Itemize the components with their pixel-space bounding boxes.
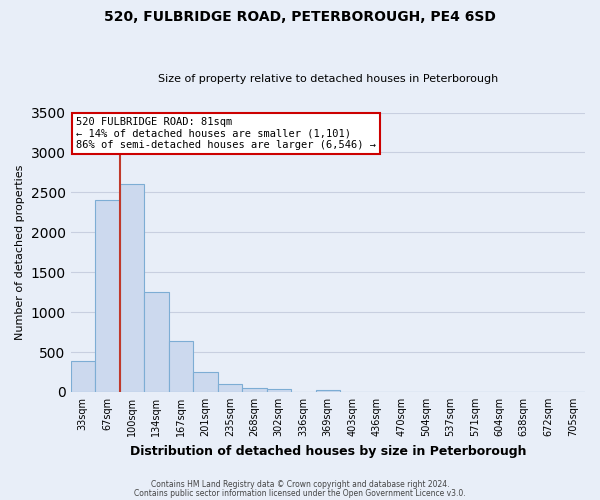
Bar (119, 184, 144, 392)
Text: 520 FULBRIDGE ROAD: 81sqm
← 14% of detached houses are smaller (1,101)
86% of se: 520 FULBRIDGE ROAD: 81sqm ← 14% of detac… (76, 116, 376, 150)
Bar (169, 341, 193, 392)
Text: Contains public sector information licensed under the Open Government Licence v3: Contains public sector information licen… (134, 488, 466, 498)
X-axis label: Distribution of detached houses by size in Peterborough: Distribution of detached houses by size … (130, 444, 526, 458)
Bar (218, 384, 242, 392)
Text: 520, FULBRIDGE ROAD, PETERBOROUGH, PE4 6SD: 520, FULBRIDGE ROAD, PETERBOROUGH, PE4 6… (104, 10, 496, 24)
Text: Contains HM Land Registry data © Crown copyright and database right 2024.: Contains HM Land Registry data © Crown c… (151, 480, 449, 489)
Bar (316, 390, 340, 392)
Bar (193, 372, 218, 392)
Bar (144, 292, 169, 392)
Bar (71, 361, 95, 392)
Bar (95, 200, 119, 392)
Bar (242, 388, 266, 392)
Bar (266, 389, 291, 392)
Title: Size of property relative to detached houses in Peterborough: Size of property relative to detached ho… (158, 74, 498, 84)
Y-axis label: Number of detached properties: Number of detached properties (15, 164, 25, 340)
